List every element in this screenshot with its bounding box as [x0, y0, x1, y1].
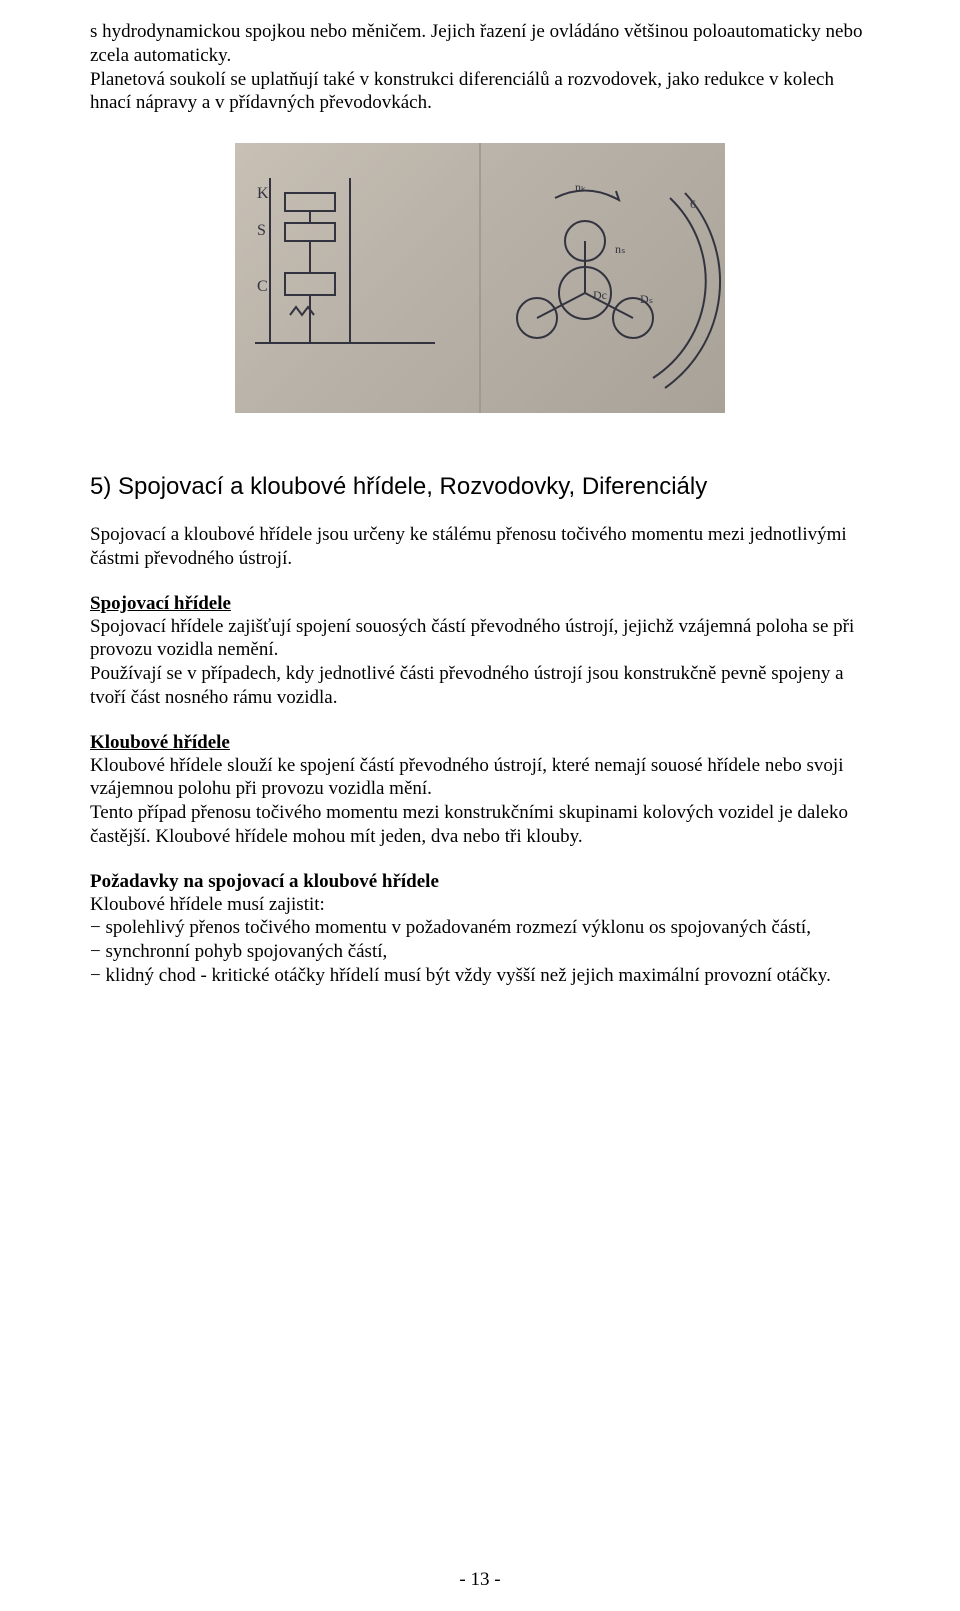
page-number: - 13 -: [0, 1569, 960, 1591]
kloubove-p2: Tento případ přenosu točivého momentu me…: [90, 801, 870, 849]
kloubove-head: Kloubové hřídele: [90, 732, 870, 754]
spojovaci-head: Spojovací hřídele: [90, 593, 870, 615]
pozadavky-item: klidný chod - kritické otáčky hřídelí mu…: [90, 964, 870, 988]
svg-text:nₖ: nₖ: [575, 180, 586, 194]
kloubove-p1: Kloubové hřídele slouží ke spojení částí…: [90, 754, 870, 802]
section5-title: 5) Spojovací a kloubové hřídele, Rozvodo…: [90, 473, 870, 501]
section5-lead-block: Spojovací a kloubové hřídele jsou určeny…: [90, 523, 870, 571]
pozadavky-item: spolehlivý přenos točivého momentu v pož…: [90, 916, 870, 940]
svg-text:K: K: [257, 185, 269, 202]
pozadavky-block: Požadavky na spojovací a kloubové hřídel…: [90, 871, 870, 988]
pozadavky-head: Požadavky na spojovací a kloubové hřídel…: [90, 871, 870, 893]
svg-text:S: S: [257, 222, 266, 239]
spojovaci-p2: Používají se v případech, kdy jednotlivé…: [90, 662, 870, 710]
pozadavky-list: spolehlivý přenos točivého momentu v pož…: [90, 916, 870, 987]
spojovaci-p1: Spojovací hřídele zajišťují spojení souo…: [90, 615, 870, 663]
intro-block: s hydrodynamickou spojkou nebo měničem. …: [90, 20, 870, 115]
svg-text:nₛ: nₛ: [615, 242, 625, 256]
pozadavky-lead: Kloubové hřídele musí zajistit:: [90, 893, 870, 917]
svg-text:Dc: Dc: [593, 288, 607, 302]
diagram-photo-wrap: K S C: [90, 143, 870, 413]
planetary-sketch: K S C: [235, 143, 725, 413]
svg-text:Dₛ: Dₛ: [640, 292, 653, 306]
kloubove-block: Kloubové hřídele Kloubové hřídele slouží…: [90, 732, 870, 849]
diagram-photo: K S C: [235, 143, 725, 413]
svg-text:C: C: [257, 278, 268, 295]
pozadavky-item: synchronní pohyb spojovaných částí,: [90, 940, 870, 964]
intro-p1: s hydrodynamickou spojkou nebo měničem. …: [90, 20, 870, 68]
intro-p2: Planetová soukolí se uplatňují také v ko…: [90, 68, 870, 116]
spojovaci-block: Spojovací hřídele Spojovací hřídele zaji…: [90, 593, 870, 710]
svg-text:6: 6: [690, 197, 696, 211]
section5-lead: Spojovací a kloubové hřídele jsou určeny…: [90, 523, 870, 571]
